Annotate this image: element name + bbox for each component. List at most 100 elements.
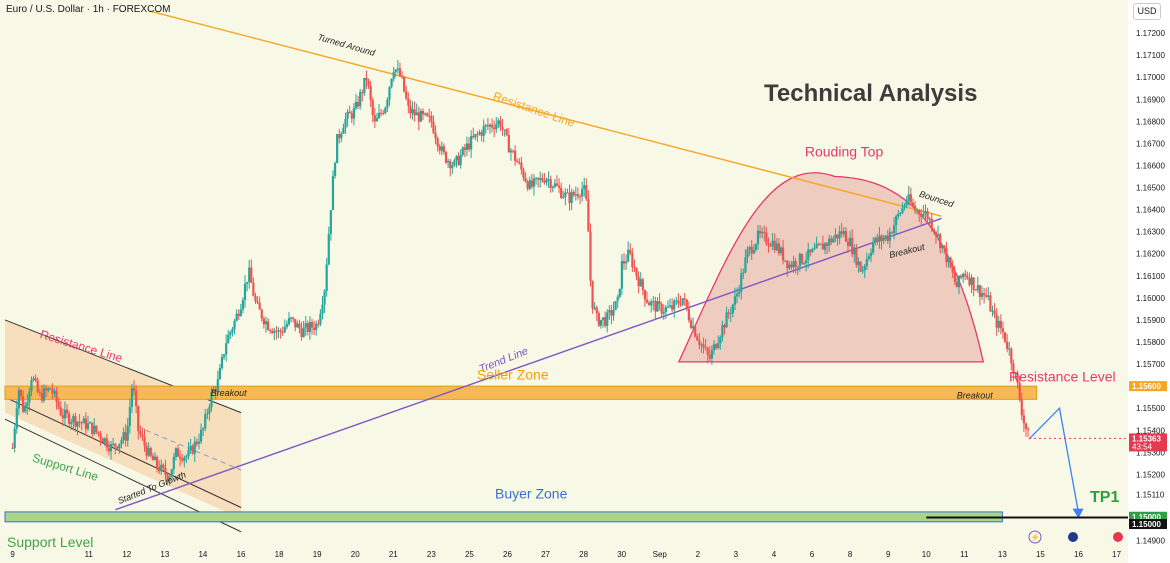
- candle-body: [878, 235, 881, 242]
- candle-body: [241, 300, 245, 310]
- candle-body: [204, 414, 207, 429]
- y-tick-label: 1.16300: [1136, 228, 1165, 237]
- candle-body: [80, 422, 83, 424]
- candle-body: [892, 225, 896, 234]
- candle-body: [304, 323, 307, 328]
- candle-body: [1022, 415, 1025, 424]
- chart-title: Technical Analysis: [764, 80, 977, 107]
- tag-tp1-bg: [1129, 511, 1167, 522]
- candle-body: [289, 317, 293, 319]
- candle-body: [583, 185, 586, 189]
- candle-body: [520, 162, 523, 170]
- x-tick-label: 8: [848, 550, 853, 559]
- candle-body: [126, 425, 129, 441]
- candle-body: [501, 127, 504, 130]
- candle-body: [275, 330, 278, 332]
- candle-body: [55, 391, 58, 403]
- candle-body: [28, 391, 31, 403]
- candle-body: [193, 441, 196, 454]
- candle-body: [899, 212, 902, 214]
- label-support-level: Support Level: [7, 534, 93, 550]
- candle-body: [24, 406, 27, 412]
- candle-body: [432, 121, 435, 133]
- candle-body: [499, 120, 502, 128]
- candle-body: [390, 78, 393, 88]
- candle-body: [13, 428, 16, 449]
- candle-body: [141, 434, 144, 437]
- candle-body: [434, 132, 437, 139]
- candle-body: [624, 261, 628, 264]
- candle-body: [93, 425, 96, 435]
- candle-body: [375, 118, 379, 122]
- candle-body: [42, 388, 46, 401]
- candle-body: [283, 327, 286, 333]
- candle-body: [51, 389, 54, 394]
- candle-body: [918, 210, 921, 215]
- candle-body: [1006, 341, 1009, 350]
- candle-body: [329, 210, 332, 235]
- candle-body: [411, 109, 414, 114]
- candle-body: [980, 293, 984, 297]
- candle-body: [57, 402, 60, 408]
- candle-body: [352, 108, 355, 119]
- candle-body: [388, 87, 391, 100]
- x-tick-label: 25: [465, 550, 474, 559]
- candle-body: [570, 191, 573, 204]
- candle-body: [941, 245, 944, 249]
- candle-body: [319, 313, 322, 325]
- x-tick-label: 11: [85, 550, 94, 559]
- candle-body: [26, 402, 29, 407]
- x-tick-label: 23: [427, 550, 436, 559]
- candle-body: [260, 309, 263, 319]
- candle-body: [382, 112, 385, 114]
- candle-body: [227, 334, 230, 344]
- candle-body: [983, 293, 986, 295]
- candle-body: [805, 260, 808, 263]
- channel-fill: [5, 319, 242, 519]
- candle-body: [890, 232, 894, 234]
- x-tick-label: 13: [998, 550, 1007, 559]
- candle-body: [292, 317, 295, 320]
- candle-body: [710, 350, 714, 359]
- candle-body: [790, 264, 793, 268]
- candle-body: [966, 275, 969, 279]
- candle-body: [34, 378, 37, 381]
- tag-tp1: 1.15000: [1132, 513, 1161, 522]
- candle-body: [84, 418, 87, 430]
- candle-body: [30, 380, 33, 392]
- candle-body: [1012, 363, 1015, 374]
- x-tick-label: 17: [1112, 550, 1121, 559]
- candle-body: [451, 165, 454, 169]
- candle-body: [137, 405, 140, 432]
- candle-body: [735, 293, 739, 297]
- currency-button[interactable]: USD: [1133, 3, 1161, 20]
- candle-body: [978, 285, 982, 297]
- candle-body: [574, 194, 577, 196]
- candle-body: [817, 244, 820, 246]
- candle-body: [107, 447, 111, 452]
- candle-body: [842, 231, 845, 235]
- candle-body: [784, 260, 787, 262]
- candle-body: [114, 443, 117, 447]
- candle-body: [262, 318, 265, 325]
- candle-body: [593, 307, 596, 309]
- candle-body: [239, 309, 242, 316]
- candle-body: [277, 330, 280, 332]
- candle-body: [641, 279, 644, 290]
- y-tick-label: 1.15110: [1136, 490, 1165, 499]
- candle-body: [453, 160, 456, 166]
- candle-body: [313, 327, 316, 331]
- candle-body: [447, 160, 450, 163]
- candle-body: [851, 237, 854, 255]
- seller-zone: [4, 385, 1038, 400]
- candle-body: [620, 260, 623, 289]
- candle-body: [359, 92, 362, 107]
- candle-body: [72, 416, 75, 423]
- candle-body: [788, 264, 791, 269]
- candle-body: [610, 310, 613, 316]
- candle-body: [97, 431, 100, 434]
- candle-body: [758, 230, 762, 234]
- candle-body: [926, 211, 929, 220]
- candle-body: [488, 124, 492, 127]
